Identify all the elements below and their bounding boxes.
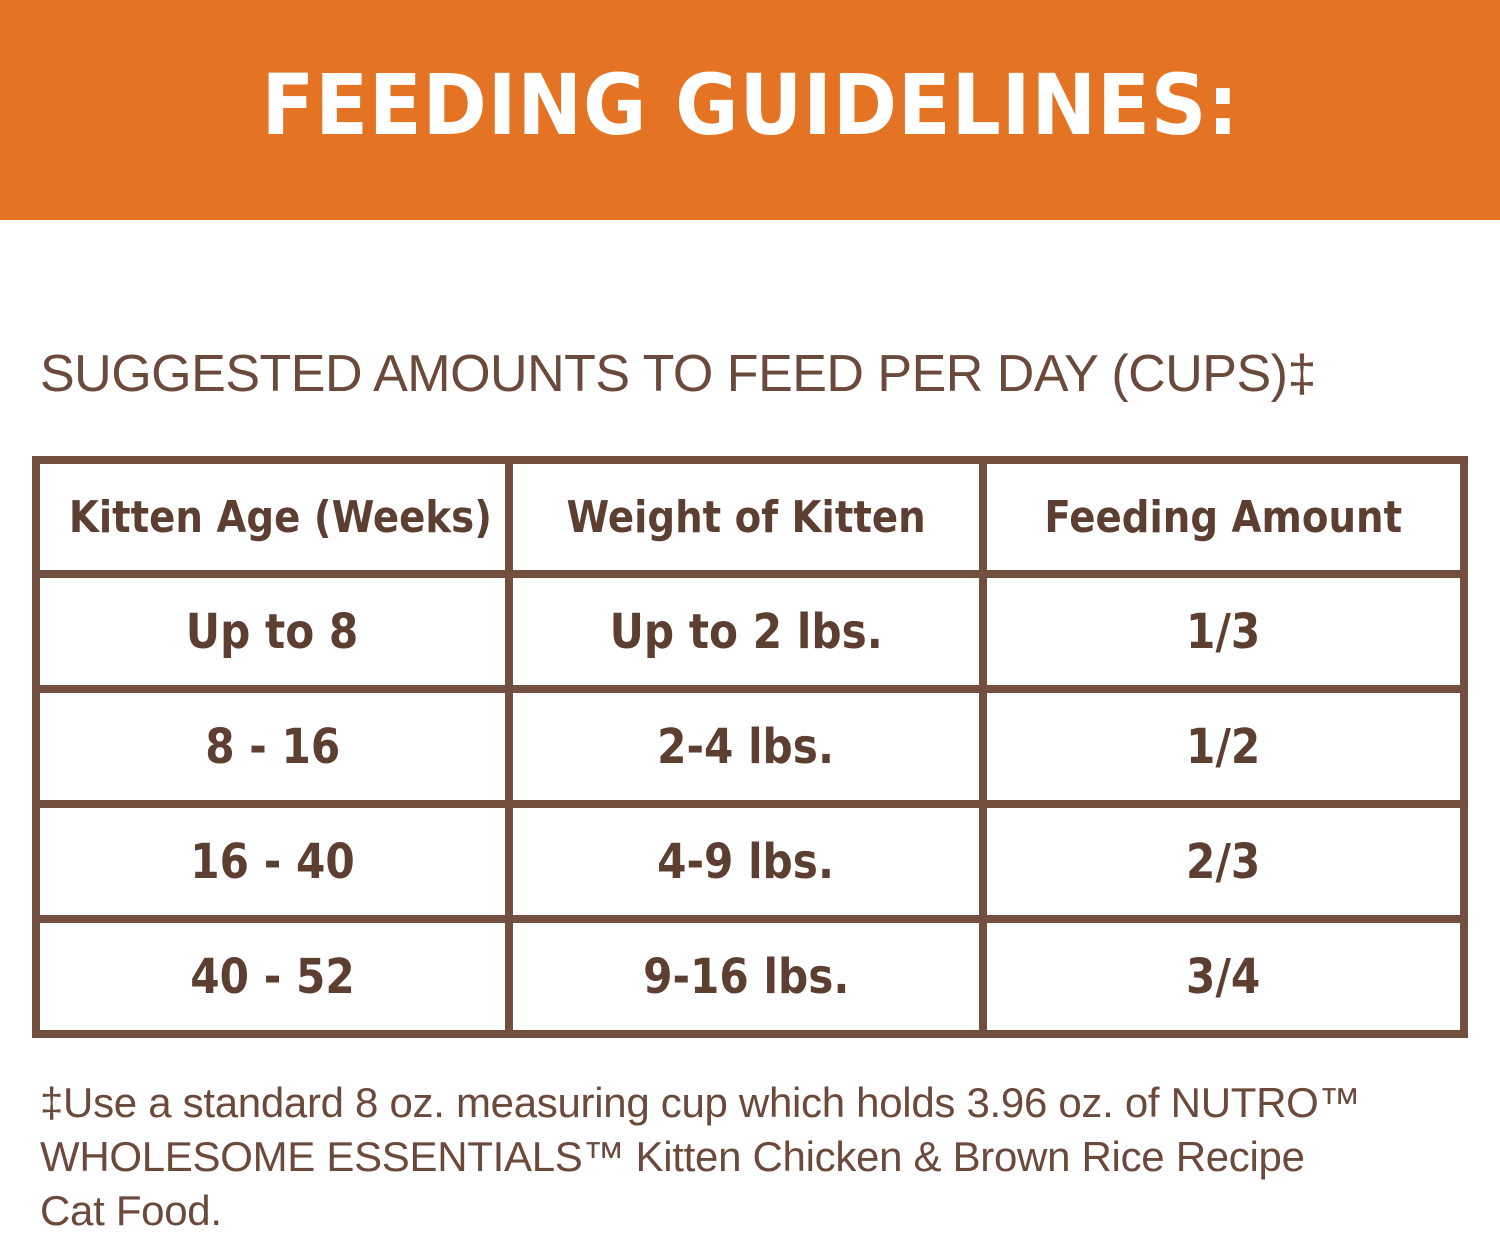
amount-value: 3/4	[1186, 948, 1261, 1005]
age-value: 16 - 40	[190, 833, 355, 890]
amount-cell: 3/4	[979, 915, 1468, 1038]
age-cell: 8 - 16	[32, 685, 513, 808]
amount-value: 1/3	[1186, 603, 1261, 660]
column-header-amount-label: Feeding Amount	[1044, 491, 1403, 543]
amount-cell: 1/3	[979, 570, 1468, 693]
table-caption: SUGGESTED AMOUNTS TO FEED PER DAY (CUPS)…	[40, 345, 1316, 403]
age-value: Up to 8	[186, 603, 359, 660]
amount-value: 2/3	[1186, 833, 1261, 890]
column-header-amount: Feeding Amount	[979, 456, 1468, 578]
weight-value: Up to 2 lbs.	[609, 603, 883, 660]
age-cell: Up to 8	[32, 570, 513, 693]
column-header-weight-label: Weight of Kitten	[566, 491, 926, 543]
column-header-weight: Weight of Kitten	[504, 456, 988, 578]
table-row: 8 - 16 2-4 lbs. 1/2	[32, 685, 1468, 808]
weight-value: 9-16 lbs.	[642, 948, 850, 1005]
weight-cell: 2-4 lbs.	[504, 685, 988, 808]
table-row: 40 - 52 9-16 lbs. 3/4	[32, 915, 1468, 1038]
age-value: 8 - 16	[204, 718, 340, 775]
weight-cell: Up to 2 lbs.	[504, 570, 988, 693]
age-cell: 40 - 52	[32, 915, 513, 1038]
page-title: FEEDING GUIDELINES:	[261, 56, 1239, 154]
feeding-table: Kitten Age (Weeks) Weight of Kitten Feed…	[32, 456, 1468, 1038]
header-banner: FEEDING GUIDELINES:	[0, 0, 1500, 220]
table-row: Up to 8 Up to 2 lbs. 1/3	[32, 570, 1468, 693]
footnote-line: Cat Food.	[40, 1187, 222, 1234]
weight-cell: 4-9 lbs.	[504, 800, 988, 923]
amount-cell: 2/3	[979, 800, 1468, 923]
weight-value: 2-4 lbs.	[657, 718, 835, 775]
column-header-age: Kitten Age (Weeks)	[32, 456, 513, 578]
age-value: 40 - 52	[190, 948, 355, 1005]
age-cell: 16 - 40	[32, 800, 513, 923]
column-header-age-label: Kitten Age (Weeks)	[68, 491, 492, 543]
weight-cell: 9-16 lbs.	[504, 915, 988, 1038]
weight-value: 4-9 lbs.	[657, 833, 835, 890]
footnote-line: ‡Use a standard 8 oz. measuring cup whic…	[40, 1079, 1361, 1126]
footnote: ‡Use a standard 8 oz. measuring cup whic…	[40, 1076, 1460, 1238]
amount-value: 1/2	[1186, 718, 1261, 775]
amount-cell: 1/2	[979, 685, 1468, 808]
table-row: 16 - 40 4-9 lbs. 2/3	[32, 800, 1468, 923]
footnote-line: WHOLESOME ESSENTIALS™ Kitten Chicken & B…	[40, 1133, 1305, 1180]
table-header-row: Kitten Age (Weeks) Weight of Kitten Feed…	[32, 456, 1468, 578]
